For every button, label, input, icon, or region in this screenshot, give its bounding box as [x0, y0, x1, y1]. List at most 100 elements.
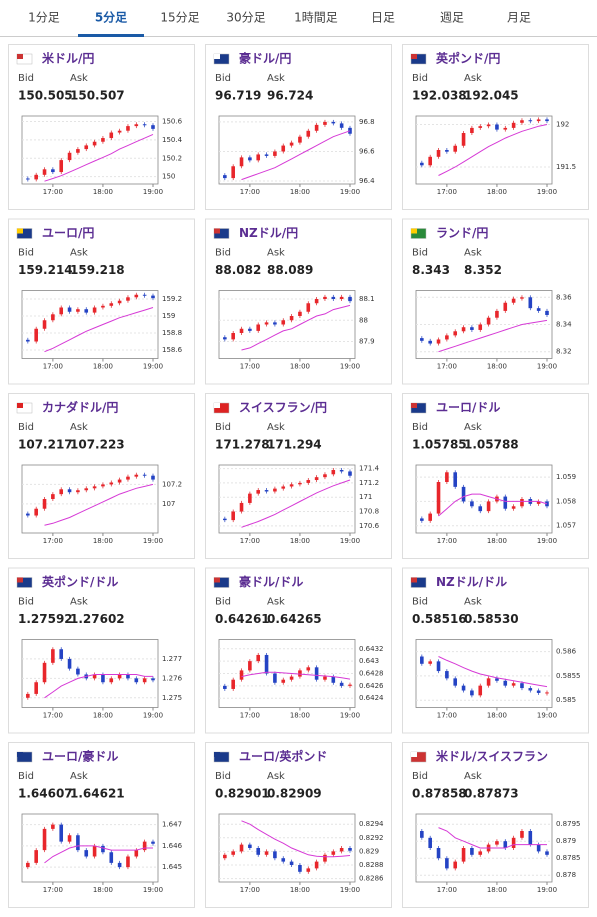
candle-body [503, 496, 508, 509]
candle-body [76, 835, 80, 851]
tab[interactable]: 1時間足 [294, 11, 338, 25]
candle-body [26, 513, 30, 516]
candle-body [331, 676, 336, 683]
candle-body [528, 688, 533, 691]
candle-body [461, 486, 466, 502]
pair-name[interactable]: スイスフラン/円 [239, 401, 327, 415]
y-tick-label: 0.8286 [359, 875, 384, 883]
candle-body [42, 662, 47, 683]
pair-name[interactable]: 英ポンド/ドル [42, 574, 118, 589]
candle-body [51, 169, 55, 173]
x-tick-label: 18:00 [93, 537, 113, 545]
y-tick-label: 150.6 [162, 118, 183, 126]
candle-body [281, 320, 286, 325]
candle-body [528, 831, 533, 845]
pair-name[interactable]: ユーロ/豪ドル [42, 749, 118, 764]
pair-name[interactable]: カナダドル/円 [42, 400, 118, 415]
ask-value: 0.82909 [267, 787, 322, 801]
tab[interactable]: 週足 [440, 11, 464, 25]
candle-body [34, 682, 38, 694]
y-tick-label: 158.6 [162, 346, 183, 354]
moving-average [241, 820, 351, 858]
flag [17, 403, 23, 408]
pair-name[interactable]: ユーロ/英ポンド [239, 749, 327, 764]
pair-name[interactable]: ユーロ/円 [42, 226, 94, 240]
candle-body [67, 307, 72, 312]
plot-area [415, 639, 553, 708]
candle-body [151, 125, 155, 129]
pair-name[interactable]: 豪ドル/円 [239, 51, 291, 66]
bid-value: 171.278 [215, 438, 270, 452]
moving-average [44, 133, 154, 182]
y-tick-label: 191.5 [556, 163, 576, 171]
candle-body [306, 868, 311, 872]
candle-body [273, 851, 277, 859]
pair-name[interactable]: ユーロ/ドル [436, 401, 500, 415]
x-tick-label: 17:00 [240, 886, 260, 894]
y-tick-label: 1.646 [162, 842, 183, 850]
candle-body [239, 670, 244, 680]
candle-body [453, 145, 458, 152]
candle-body [67, 658, 72, 669]
candle-body [256, 848, 261, 855]
bid-label: Bid [215, 248, 231, 259]
candle-body [289, 316, 294, 321]
candle-body [428, 340, 432, 344]
y-tick-label: 150 [162, 173, 175, 181]
pair-name[interactable]: NZドル/ドル [436, 575, 507, 589]
ask-value: 171.294 [267, 438, 322, 452]
pair-name[interactable]: NZドル/円 [239, 226, 298, 240]
tab[interactable]: 月足 [507, 11, 531, 25]
y-tick-label: 0.585 [556, 696, 576, 704]
candle-body [436, 482, 441, 514]
candle-body [436, 150, 441, 157]
y-tick-label: 1.276 [162, 674, 183, 682]
candle-body [511, 298, 516, 303]
candle-body [101, 305, 105, 308]
candle-body [76, 668, 80, 675]
ask-label: Ask [70, 597, 88, 608]
bid-value: 0.58516 [412, 612, 467, 626]
pair-name[interactable]: ランド/円 [436, 226, 488, 240]
tab[interactable]: 1分足 [28, 11, 60, 25]
candle-body [142, 678, 147, 683]
candle-body [420, 518, 424, 521]
tab[interactable]: 5分足 [95, 10, 127, 25]
bid-value: 1.27592 [18, 612, 73, 626]
candle-body [461, 133, 466, 146]
plot-area [218, 464, 356, 534]
flag [214, 228, 220, 234]
candle-body [42, 320, 47, 329]
pair-name[interactable]: 米ドル/スイスフラン [436, 749, 548, 764]
pair-name[interactable]: 英ポンド/円 [436, 51, 500, 66]
candle-body [298, 670, 302, 677]
x-tick-label: 19:00 [340, 886, 360, 894]
x-tick-label: 17:00 [240, 188, 260, 196]
candle-body [323, 474, 327, 478]
candle-body [134, 124, 139, 127]
moving-average [438, 124, 548, 176]
y-tick-label: 170.6 [359, 522, 380, 530]
pair-name[interactable]: 豪ドル/ドル [239, 574, 303, 589]
pair-name[interactable]: 米ドル/円 [42, 51, 94, 66]
candle-body [453, 861, 458, 869]
candle-body [306, 303, 311, 312]
x-tick-label: 17:00 [437, 886, 457, 894]
candle-body [348, 684, 352, 686]
tab[interactable]: 日足 [371, 11, 395, 25]
candle-body [67, 489, 72, 493]
ask-value: 107.223 [70, 438, 125, 452]
candle-body [273, 673, 277, 683]
ask-label: Ask [464, 422, 482, 433]
candle-body [117, 862, 122, 868]
moving-average [241, 671, 351, 680]
x-tick-label: 19:00 [537, 886, 557, 894]
candle-body [545, 310, 549, 315]
tab[interactable]: 30分足 [226, 11, 265, 25]
x-tick-label: 19:00 [537, 712, 557, 720]
y-tick-label: 8.36 [556, 293, 572, 301]
tab[interactable]: 15分足 [160, 11, 199, 25]
candle-body [126, 856, 130, 868]
candle-body [503, 302, 508, 311]
y-tick-label: 8.32 [556, 348, 572, 356]
